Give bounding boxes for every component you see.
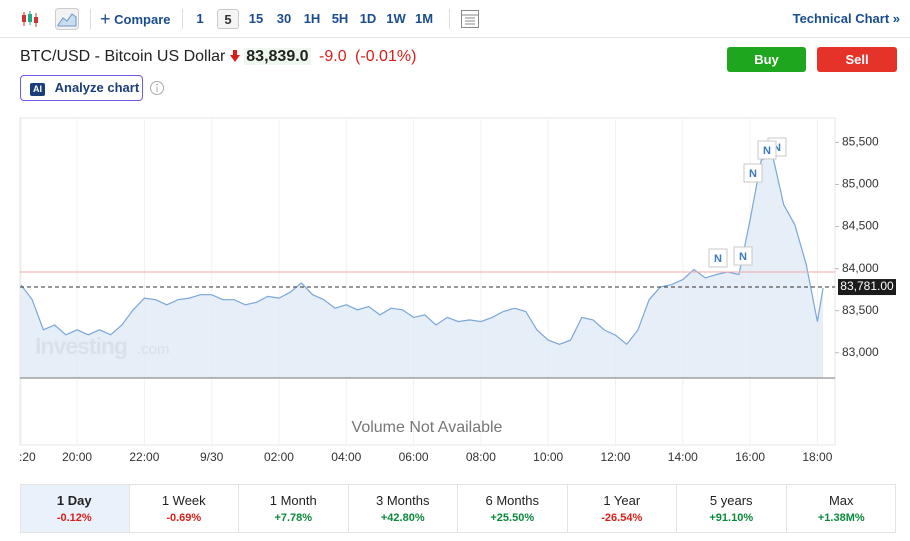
- y-tick-label: 85,500: [842, 135, 879, 149]
- price-area: [21, 155, 823, 378]
- x-tick-label: 02:00: [264, 450, 294, 464]
- period-name: 1 Day: [56, 493, 92, 508]
- price: 83,839.0: [244, 48, 311, 65]
- x-tick-label: 9/30: [200, 450, 224, 464]
- period-name: 3 Months: [376, 493, 430, 508]
- period-tab[interactable]: Max +1.38M%: [787, 485, 897, 533]
- x-tick-label: 10:00: [533, 450, 563, 464]
- instrument-title: BTC/USD - Bitcoin US Dollar: [20, 48, 226, 65]
- area-icon[interactable]: [55, 8, 79, 30]
- current-price-label: 83,781.00: [840, 279, 894, 293]
- x-tick-label: 08:00: [466, 450, 496, 464]
- period-change: -26.54%: [601, 512, 643, 524]
- plus-icon: +: [100, 9, 111, 29]
- period-tab[interactable]: 1 Month +7.78%: [239, 485, 349, 533]
- news-marker-label: N: [739, 251, 747, 263]
- news-marker-label: N: [749, 168, 757, 180]
- x-tick-label: 12:00: [600, 450, 630, 464]
- interval-button[interactable]: 1H: [303, 11, 321, 26]
- price-line: [20, 154, 824, 346]
- news-marker-box: [733, 246, 753, 266]
- buy-button[interactable]: Buy: [727, 47, 806, 72]
- period-tab[interactable]: 3 Months +42.80%: [349, 485, 458, 533]
- interval-button[interactable]: 1D: [359, 11, 377, 26]
- news-marker-box: [708, 248, 728, 268]
- ai-badge: AI: [30, 83, 45, 96]
- separator: [449, 9, 450, 29]
- interval-button[interactable]: 30: [276, 11, 292, 26]
- current-price-box: [838, 279, 896, 296]
- period-change: -0.69%: [166, 512, 202, 524]
- period-tab[interactable]: 5 years +91.10%: [677, 485, 787, 533]
- x-tick-label: 04:00: [331, 450, 361, 464]
- news-marker[interactable]: N: [733, 246, 753, 266]
- candles-icon[interactable]: [20, 9, 40, 29]
- analyze-chart-button[interactable]: AI Analyze chart: [20, 75, 143, 101]
- interval-button[interactable]: 5: [217, 9, 239, 29]
- x-tick-label: 22:00: [129, 450, 159, 464]
- news-marker[interactable]: N: [757, 140, 777, 160]
- x-tick-label: 20:00: [62, 450, 92, 464]
- period-change: +42.80%: [380, 512, 425, 524]
- period-change: +1.38M%: [817, 512, 865, 524]
- period-name: 1 Week: [161, 493, 206, 508]
- news-marker-label: N: [763, 145, 771, 157]
- x-tick-label: 06:00: [399, 450, 429, 464]
- separator: [182, 9, 183, 29]
- x-tick-label: :20: [19, 450, 36, 464]
- interval-button[interactable]: 1: [196, 11, 204, 26]
- change: -9.0: [319, 48, 347, 65]
- period-tab[interactable]: 6 Months +25.50%: [458, 485, 568, 533]
- info-icon[interactable]: [149, 80, 165, 96]
- interval-button[interactable]: 15: [248, 11, 264, 26]
- period-change: -0.12%: [56, 512, 92, 524]
- instrument-header: BTC/USD - Bitcoin US Dollar 83,839.0 -9.…: [20, 46, 416, 68]
- change-percent: (-0.01%): [355, 48, 417, 65]
- period-tab[interactable]: 1 Year -26.54%: [568, 485, 677, 533]
- news-marker-label: N: [773, 142, 781, 154]
- x-tick-label: 14:00: [668, 450, 698, 464]
- period-change: +91.10%: [709, 512, 754, 524]
- news-marker[interactable]: N: [708, 248, 728, 268]
- y-tick-label: 85,000: [842, 177, 879, 191]
- layout-icon[interactable]: [460, 9, 480, 29]
- period-name: 1 Year: [603, 493, 641, 508]
- news-marker-box: [743, 163, 763, 183]
- compare-label: Compare: [114, 12, 171, 27]
- y-tick-label: 83,000: [842, 345, 879, 359]
- period-tab[interactable]: 1 Week -0.69%: [130, 485, 239, 533]
- period-tab[interactable]: 1 Day -0.12%: [20, 485, 130, 533]
- y-tick-label: 84,000: [842, 261, 879, 275]
- separator: [90, 9, 91, 29]
- period-name: 1 Month: [269, 493, 317, 508]
- period-change: +25.50%: [490, 512, 535, 524]
- x-tick-label: 18:00: [802, 450, 832, 464]
- period-name: 6 Months: [485, 493, 539, 508]
- technical-chart-link[interactable]: Technical Chart »: [792, 11, 900, 26]
- interval-button[interactable]: 5H: [331, 11, 349, 26]
- toolbar: + Compare 1 5 15 30 1H 5H 1D 1W 1M Technical Cha…: [0, 0, 910, 38]
- news-marker-box: [757, 140, 777, 160]
- y-tick-label: 83,500: [842, 303, 879, 317]
- interval-button[interactable]: 1M: [414, 11, 434, 26]
- compare-button[interactable]: + Compare: [100, 9, 171, 29]
- period-name: 5 years: [709, 493, 753, 508]
- news-marker-label: N: [714, 253, 722, 265]
- interval-button[interactable]: 1W: [386, 11, 406, 26]
- down-arrow: [229, 50, 240, 62]
- volume-note: Volume Not Available: [352, 419, 503, 436]
- x-tick-label: 16:00: [735, 450, 765, 464]
- sell-button[interactable]: Sell: [817, 47, 897, 72]
- news-marker[interactable]: N: [743, 163, 763, 183]
- period-change: +7.78%: [274, 512, 313, 524]
- period-name: Max: [828, 493, 854, 508]
- analyze-label: Analyze chart: [54, 80, 140, 95]
- y-tick-label: 84,500: [842, 219, 879, 233]
